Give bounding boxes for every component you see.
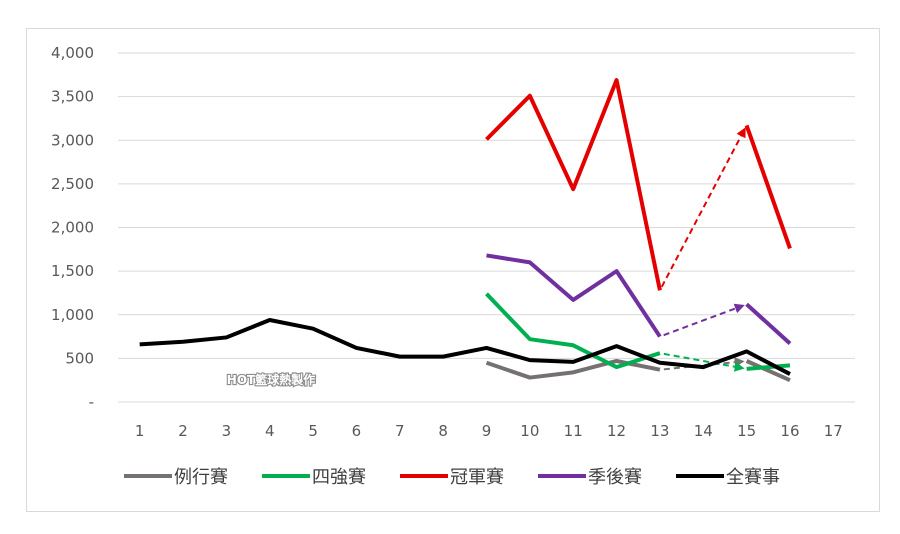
x-tick-label: 17	[824, 422, 843, 440]
series-line	[746, 363, 791, 371]
legend-item: 冠軍賽	[400, 466, 504, 488]
series-line	[745, 302, 792, 346]
x-axis-labels: 1 2 3 4 5 6 7 8 9 10 11 12 13 14 15 16 17	[135, 422, 843, 440]
legend: 例行賽 四強賽 冠軍賽 季後賽 全賽事	[124, 466, 780, 488]
legend-item: 例行賽	[124, 466, 228, 488]
series-3	[485, 78, 792, 291]
chart-frame	[26, 28, 880, 512]
series-line	[485, 292, 661, 370]
x-tick-label: 15	[737, 422, 756, 440]
y-axis-labels: - 500 1,000 1,500 2,000 2,500 3,000 3,500 4,000	[51, 44, 94, 411]
legend-label: 冠軍賽	[450, 466, 504, 488]
y-tick-label: 2,000	[51, 219, 94, 237]
x-tick-label: 3	[222, 422, 232, 440]
legend-label: 例行賽	[174, 466, 228, 488]
trend-arrow	[663, 303, 745, 337]
x-tick-label: 11	[564, 422, 583, 440]
y-tick-label: 2,500	[51, 175, 94, 193]
legend-item: 四強賽	[262, 466, 366, 488]
series-2	[485, 292, 791, 372]
series-line	[744, 124, 792, 250]
x-tick-label: 7	[395, 422, 405, 440]
x-tick-label: 14	[694, 422, 713, 440]
x-tick-label: 13	[650, 422, 669, 440]
legend-label: 四強賽	[312, 466, 366, 488]
y-tick-label: 4,000	[51, 44, 94, 62]
x-tick-label: 9	[482, 422, 492, 440]
trend-arrow	[663, 357, 745, 371]
x-tick-label: 6	[352, 422, 362, 440]
legend-label: 全賽事	[726, 466, 780, 488]
series-line	[139, 317, 791, 376]
series-5	[139, 317, 791, 376]
y-tick-label: -	[89, 393, 94, 411]
series-1	[485, 357, 791, 383]
series-line	[485, 78, 662, 291]
legend-item: 全賽事	[676, 466, 780, 488]
trend-arrow	[663, 352, 745, 372]
y-tick-label: 1,000	[51, 306, 94, 324]
y-tick-label: 1,500	[51, 262, 94, 280]
x-tick-label: 10	[520, 422, 539, 440]
series-lines	[139, 78, 792, 383]
trend-arrow	[660, 127, 746, 288]
series-line	[486, 253, 662, 338]
x-tick-label: 2	[178, 422, 188, 440]
x-tick-label: 5	[308, 422, 318, 440]
x-tick-label: 4	[265, 422, 275, 440]
x-tick-label: 16	[780, 422, 799, 440]
y-tick-label: 3,000	[51, 131, 94, 149]
watermark: HOT籃球熱製作	[227, 372, 315, 387]
x-tick-label: 1	[135, 422, 145, 440]
legend-label: 季後賽	[588, 466, 642, 488]
series-4	[486, 253, 792, 346]
legend-item: 季後賽	[538, 466, 642, 488]
series-line	[745, 359, 791, 383]
x-tick-label: 12	[607, 422, 626, 440]
x-tick-label: 8	[438, 422, 448, 440]
y-tick-label: 500	[65, 349, 94, 367]
y-tick-label: 3,500	[51, 88, 94, 106]
